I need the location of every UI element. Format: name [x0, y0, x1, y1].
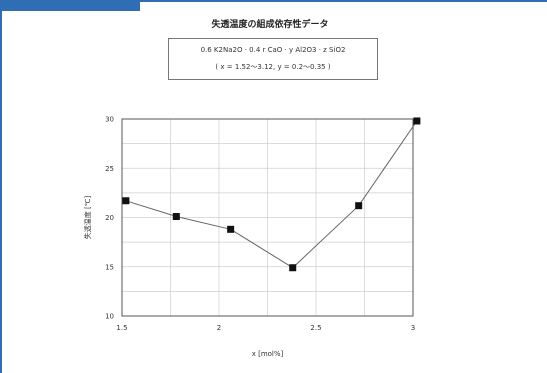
- data-point: [413, 117, 421, 125]
- series-points: [122, 117, 421, 272]
- y-tick-label: 10: [105, 313, 114, 321]
- series-line-segment: [230, 228, 293, 269]
- series-line-segment: [176, 216, 231, 230]
- y-tick-label: 20: [105, 214, 114, 222]
- chart-title: 失透温度の組成依存性データ: [211, 20, 329, 30]
- data-point: [227, 225, 235, 233]
- data-point: [122, 197, 130, 205]
- axis-ticks: 1.5 2 2.5 3 10 15 20 25 30: [105, 116, 415, 333]
- y-axis-title: 失透温度 [℃]: [83, 195, 92, 239]
- formula-range-text: ( x = 1.52〜3.12, y = 0.2〜0.35 ): [215, 63, 331, 71]
- data-point: [172, 213, 180, 221]
- formula-text: 0.6 K2Na2O · 0.4 r CaO · y Al2O3 · z SiO…: [200, 46, 346, 54]
- window-tab: [2, 2, 140, 11]
- grid-lines: [121, 118, 414, 317]
- data-point: [289, 264, 297, 272]
- y-tick-label: 30: [105, 116, 114, 124]
- series-lines: [125, 120, 418, 269]
- x-tick-label: 1.5: [116, 324, 127, 332]
- series-line-segment: [358, 120, 418, 206]
- data-point: [355, 202, 363, 210]
- x-axis-title: x [mol%]: [252, 350, 284, 358]
- x-tick-label: 3: [411, 324, 415, 332]
- series-line-segment: [125, 200, 177, 217]
- plot-area: [121, 118, 414, 317]
- formula-box: 0.6 K2Na2O · 0.4 r CaO · y Al2O3 · z SiO…: [168, 38, 378, 80]
- y-tick-label: 15: [105, 263, 114, 271]
- y-tick-label: 25: [105, 165, 114, 173]
- x-tick-label: 2.5: [310, 324, 321, 332]
- series-line-segment: [292, 205, 360, 269]
- x-tick-label: 2: [217, 324, 221, 332]
